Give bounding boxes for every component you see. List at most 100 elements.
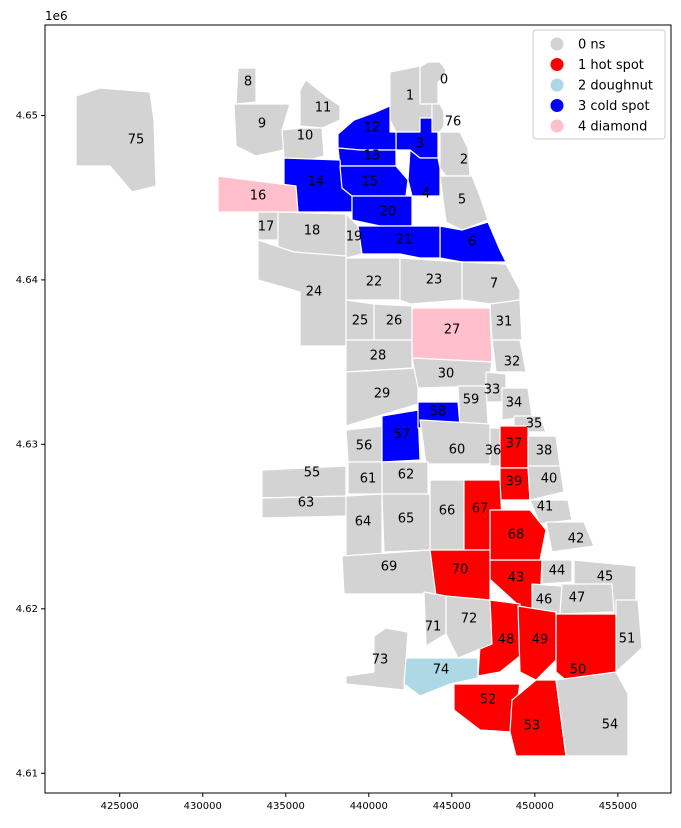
region-label-67: 67 — [472, 502, 489, 517]
region-4 — [407, 149, 441, 197]
region-label-28: 28 — [370, 349, 387, 364]
region-label-17: 17 — [258, 220, 275, 235]
region-label-27: 27 — [444, 323, 461, 338]
legend-label: 1 hot spot — [578, 58, 644, 73]
region-label-29: 29 — [374, 387, 391, 402]
region-label-9: 9 — [258, 117, 266, 132]
regions-layer — [75, 61, 643, 757]
legend-marker — [550, 99, 564, 112]
y-tick-label: 4.62 — [16, 604, 38, 615]
y-tick-label: 4.63 — [16, 439, 38, 450]
legend-label: 2 doughnut — [578, 79, 653, 94]
region-label-39: 39 — [506, 475, 523, 490]
region-75 — [75, 87, 157, 193]
region-label-75: 75 — [128, 133, 145, 148]
region-label-61: 61 — [360, 472, 377, 487]
x-tick-label: 450000 — [516, 801, 554, 812]
region-label-42: 42 — [568, 532, 585, 547]
region-label-5: 5 — [458, 193, 466, 208]
x-tick-label: 440000 — [350, 801, 388, 812]
region-label-35: 35 — [526, 417, 543, 432]
region-57 — [381, 409, 421, 463]
region-label-62: 62 — [398, 468, 415, 483]
region-5 — [439, 175, 489, 231]
region-label-53: 53 — [524, 719, 541, 734]
region-label-18: 18 — [304, 224, 321, 239]
region-label-34: 34 — [506, 396, 523, 411]
region-42 — [545, 521, 595, 553]
legend-marker — [550, 37, 564, 51]
region-label-0: 0 — [440, 73, 448, 88]
region-label-55: 55 — [304, 466, 321, 481]
region-label-23: 23 — [426, 273, 443, 288]
region-label-8: 8 — [244, 75, 252, 90]
region-label-13: 13 — [364, 149, 381, 164]
region-label-16: 16 — [250, 189, 267, 204]
region-label-70: 70 — [452, 563, 469, 578]
region-label-64: 64 — [355, 515, 372, 530]
region-6 — [439, 221, 507, 263]
region-label-72: 72 — [461, 612, 478, 627]
region-44 — [541, 559, 573, 585]
region-label-74: 74 — [433, 663, 450, 678]
region-label-36: 36 — [485, 444, 502, 459]
region-label-4: 4 — [422, 187, 430, 202]
region-41 — [529, 499, 573, 525]
region-label-25: 25 — [352, 314, 369, 329]
region-label-71: 71 — [425, 620, 442, 635]
region-label-52: 52 — [480, 693, 497, 708]
legend-label: 4 diamond — [578, 120, 647, 135]
x-tick-label: 425000 — [101, 801, 139, 812]
region-label-58: 58 — [430, 405, 447, 420]
region-label-40: 40 — [541, 472, 558, 487]
region-label-31: 31 — [496, 315, 513, 330]
region-label-57: 57 — [394, 428, 411, 443]
legend-label: 3 cold spot — [578, 99, 650, 114]
y-tick-label: 4.65 — [16, 110, 38, 121]
region-label-24: 24 — [306, 285, 323, 300]
region-label-12: 12 — [364, 121, 381, 136]
region-label-48: 48 — [498, 633, 515, 648]
region-label-63: 63 — [298, 496, 315, 511]
region-31 — [489, 299, 523, 341]
region-47 — [559, 583, 615, 615]
axis-exponent-label: 1e6 — [45, 9, 68, 23]
region-label-45: 45 — [597, 570, 614, 585]
region-label-21: 21 — [396, 233, 413, 248]
region-label-6: 6 — [468, 235, 476, 250]
region-73 — [345, 627, 409, 691]
region-72 — [445, 595, 493, 659]
region-label-20: 20 — [380, 205, 397, 220]
legend-box — [532, 29, 666, 140]
x-tick-label: 435000 — [267, 801, 305, 812]
legend-marker — [550, 119, 564, 133]
region-54 — [555, 671, 629, 757]
region-label-50: 50 — [570, 663, 587, 678]
region-49 — [517, 605, 557, 681]
region-label-59: 59 — [463, 393, 480, 408]
region-23 — [399, 257, 463, 305]
legend-label: 0 ns — [578, 38, 606, 53]
region-label-2: 2 — [460, 153, 468, 168]
region-label-3: 3 — [416, 137, 424, 152]
region-label-41: 41 — [537, 500, 554, 515]
region-label-66: 66 — [439, 504, 456, 519]
region-76 — [431, 103, 445, 133]
region-label-33: 33 — [484, 383, 501, 398]
region-label-11: 11 — [315, 101, 332, 116]
region-21 — [357, 225, 441, 259]
region-32 — [491, 339, 527, 373]
region-51 — [615, 599, 643, 673]
x-axis-ticks: 425000 430000 435000 440000 445000 450000 4550… — [101, 793, 637, 812]
region-label-37: 37 — [506, 437, 523, 452]
region-label-47: 47 — [569, 591, 586, 606]
region-40 — [527, 465, 565, 501]
region-label-68: 68 — [508, 528, 525, 543]
legend-marker — [550, 58, 564, 71]
region-label-32: 32 — [504, 355, 521, 370]
region-label-19: 19 — [346, 230, 363, 245]
region-label-65: 65 — [398, 512, 415, 527]
legend: 0 ns 1 hot spot 2 doughnut 3 cold spot 4 dia… — [532, 29, 666, 140]
x-tick-label: 430000 — [184, 801, 222, 812]
x-tick-label: 445000 — [433, 801, 471, 812]
